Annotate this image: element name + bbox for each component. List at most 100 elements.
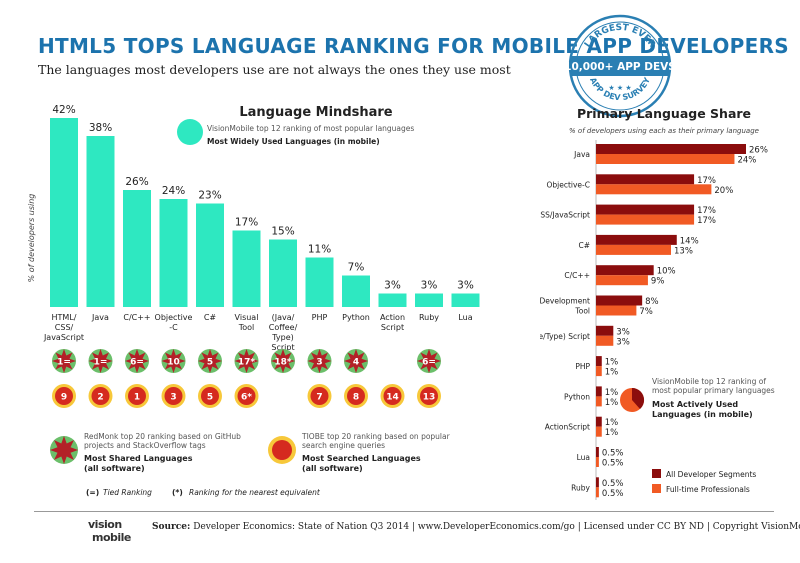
bar-pro-label-6: 3% [616,337,630,347]
right-tick-6-0: (Java/Coffee/Type) Script [540,332,590,341]
bar-value-label-8: 7% [348,262,365,274]
bar-7 [305,257,334,307]
bar-pro-2 [596,214,695,225]
bar-pro-label-4: 9% [651,277,665,287]
bar-1 [86,136,115,307]
bar-value-label-4: 23% [198,190,221,202]
legend-swatch-all [652,469,661,478]
tiobe-rank-2: 1 [134,393,140,403]
legend-pie-slice [632,387,645,409]
redmonk-star-0 [52,349,76,373]
bar-pro-label-5: 7% [639,307,653,317]
redmonk-star-4 [198,349,222,373]
legend-teal-name: Most Widely Used Languages (in mobile) [207,137,380,146]
right-chart-subtitle: % of developers using each as their prim… [569,127,759,135]
tiobe-badge-5 [237,387,256,405]
bar-9 [378,293,407,307]
bar-pro-8 [596,396,602,407]
bar-4 [196,203,224,307]
legend-tiobe-inner [272,440,292,460]
legend-redmonk-source-2: projects and StackOverflow tags [84,441,206,450]
bar-pro-label-3: 13% [674,246,693,256]
page-title: HTML5 TOPS LANGUAGE RANKING FOR MOBILE A… [38,34,789,58]
bar-5 [232,230,261,307]
tick-label-0-0: HTML/ [52,313,77,322]
logo-vision: vision [88,518,122,531]
tiobe-badge-7 [310,387,329,405]
tick-label-6-2: Type) [271,333,294,342]
stamp-line1: LARGEST EVER [583,23,657,50]
legend-label-pro: Full-time Professionals [666,485,750,494]
tick-label-9-0: Action [380,313,405,322]
legend-primary-name-2: Languages (in mobile) [652,410,753,419]
redmonk-rank-2: 6= [130,358,144,368]
tiobe-rank-9: 14 [386,393,399,403]
tick-label-2-0: C/C++ [123,313,150,322]
y-axis-label: % of developers using [27,194,36,283]
right-tick-5-1: Tool [574,307,590,316]
legend-tiobe-source-1: TIOBE top 20 ranking based on popular [301,432,451,441]
legend-primary-name-1: Most Actively Used [652,400,738,409]
tick-label-3-1: -C [169,323,178,332]
bar-value-label-5: 17% [235,217,258,229]
bar-11 [451,293,480,307]
tick-label-7-0: PHP [312,313,328,322]
legend-redmonk-star [50,436,78,464]
bar-all-label-10: 0.5% [602,449,624,459]
redmonk-star-6 [271,349,295,373]
tick-label-10-0: Ruby [419,313,439,322]
legend-primary-source-2: most popular primary languages [652,386,775,395]
bar-all-label-0: 26% [749,146,768,156]
bar-value-label-0: 42% [52,104,75,116]
bar-all-2 [596,204,695,215]
redmonk-rank-0: 1= [57,358,71,368]
right-tick-8-0: Python [564,392,590,401]
bar-2 [123,190,151,307]
bar-value-label-3: 24% [162,185,185,197]
bar-pro-9 [596,426,602,437]
bar-all-7 [596,356,602,367]
right-tick-9-0: ActionScript [545,423,590,432]
legend-teal-source: VisionMobile top 12 ranking of most popu… [207,124,414,133]
tiobe-badge-2 [128,387,146,405]
right-tick-4-0: C/C++ [564,271,590,280]
legend-label-all: All Developer Segments [666,470,756,479]
right-tick-2-0: HTML/CSS/JavaScript [540,211,590,220]
bar-all-label-5: 8% [645,297,659,307]
redmonk-star-10 [417,349,441,373]
legend-tiobe-source-2: search engine queries [302,441,385,450]
survey-stamp: LARGEST EVER 10,000+ APP DEVS APP DEV SU… [566,14,674,118]
bar-pro-7 [596,366,602,377]
bar-pro-1 [596,184,712,195]
bar-all-6 [596,325,614,336]
bar-pro-label-7: 1% [605,368,619,378]
tick-label-8-0: Python [342,313,370,322]
bar-6 [269,239,297,307]
bar-all-label-1: 17% [697,176,716,186]
redmonk-rank-4: 5 [207,358,213,368]
logo-mobile: mobile [92,531,131,544]
tiobe-badge-4 [201,387,219,405]
bar-all-1 [596,174,695,185]
bar-0 [50,118,78,307]
note-approx-symbol: (*) [172,488,183,497]
note-approx-text: Ranking for the nearest equivalent [189,488,321,497]
bar-10 [415,293,443,307]
right-tick-1-0: Objective-C [546,180,590,189]
legend-swatch-pro [652,484,661,493]
legend-teal-swatch [177,119,203,145]
bar-8 [342,275,370,307]
bar-all-8 [596,386,602,397]
redmonk-star-3 [161,349,186,373]
right-tick-10-0: Lua [577,453,590,462]
bar-pro-0 [596,154,735,164]
tick-label-5-1: Tool [238,323,255,332]
tick-label-0-2: JavaScript [43,333,84,342]
bar-pro-label-8: 1% [605,398,619,408]
bar-all-label-6: 3% [616,327,630,337]
bar-pro-6 [596,335,614,346]
primary-share-chart: Primary Language Share % of developers us… [540,106,775,500]
redmonk-rank-3: 10 [167,358,180,368]
page-subtitle: The languages most developers use are no… [38,62,511,77]
legend-redmonk-name: Most Shared Languages [84,454,193,463]
